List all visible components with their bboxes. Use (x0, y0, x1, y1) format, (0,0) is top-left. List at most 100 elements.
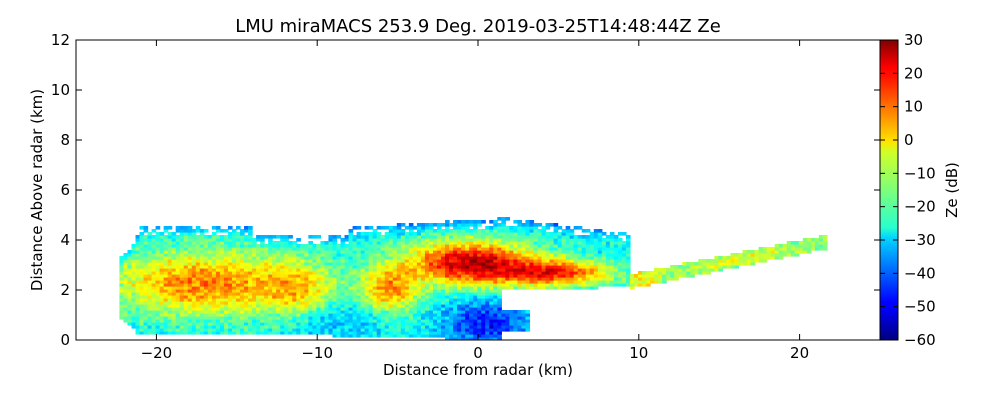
echo-cell (207, 313, 213, 317)
echo-cell (497, 235, 502, 239)
echo-cell (268, 244, 273, 248)
echo-cell (581, 250, 587, 254)
echo-cell (465, 286, 470, 290)
echo-cell (469, 256, 474, 260)
echo-cell (412, 238, 418, 242)
echo-cell (449, 247, 454, 251)
echo-cell (477, 316, 482, 320)
echo-cell (465, 277, 470, 281)
echo-cell (163, 280, 169, 284)
echo-cell (432, 304, 438, 308)
echo-cell (597, 268, 603, 272)
echo-cell (219, 253, 225, 257)
echo-cell (151, 286, 157, 290)
echo-cell (215, 292, 221, 296)
echo-cell (513, 244, 518, 248)
echo-cell (280, 277, 285, 281)
echo-cell (698, 259, 703, 263)
echo-cell (629, 280, 635, 284)
echo-cell (248, 304, 253, 308)
echo-cell (461, 271, 466, 275)
echo-cell (352, 286, 358, 290)
echo-cell (332, 241, 338, 245)
echo-cell (260, 271, 265, 275)
echo-cell (304, 247, 309, 251)
echo-cell (794, 250, 800, 254)
echo-cell (497, 223, 502, 227)
echo-cell (143, 298, 149, 302)
echo-cell (437, 250, 442, 254)
echo-cell (412, 301, 418, 305)
echo-cell (320, 256, 326, 260)
echo-cell (714, 268, 719, 272)
echo-cell (135, 277, 141, 281)
echo-cell (445, 334, 450, 338)
echo-cell (529, 256, 535, 260)
echo-cell (424, 283, 430, 287)
echo-cell (489, 271, 494, 275)
echo-cell (344, 301, 350, 305)
echo-cell (135, 316, 141, 320)
echo-cell (364, 310, 370, 314)
echo-cell (272, 280, 277, 284)
echo-cell (416, 319, 422, 323)
echo-cell (481, 247, 486, 251)
echo-cell (352, 325, 358, 329)
echo-cell (573, 259, 579, 263)
echo-cell (710, 259, 715, 263)
echo-cell (151, 241, 157, 245)
echo-cell (424, 292, 430, 296)
echo-cell (123, 307, 129, 311)
echo-cell (453, 223, 458, 227)
echo-cell (167, 247, 173, 251)
echo-cell (147, 262, 153, 266)
echo-cell (384, 286, 390, 290)
echo-cell (577, 253, 583, 257)
echo-cell (706, 265, 711, 269)
echo-cell (147, 250, 153, 254)
echo-cell (493, 298, 498, 302)
echo-cell (308, 322, 313, 326)
echo-cell (561, 277, 567, 281)
echo-cell (244, 295, 249, 299)
echo-cell (469, 325, 474, 329)
echo-cell (348, 319, 354, 323)
echo-cell (589, 238, 595, 242)
echo-cell (420, 226, 426, 230)
echo-cell (312, 262, 317, 266)
echo-cell (155, 265, 161, 269)
echo-cell (730, 259, 736, 263)
echo-cell (617, 238, 623, 242)
echo-cell (437, 334, 442, 338)
echo-cell (537, 241, 543, 245)
echo-cell (601, 250, 607, 254)
echo-cell (477, 268, 482, 272)
echo-cell (324, 304, 330, 308)
echo-cell (525, 319, 531, 323)
echo-cell (175, 262, 181, 266)
echo-cell (187, 274, 193, 278)
echo-cell (404, 250, 410, 254)
echo-cell (477, 241, 482, 245)
echo-cell (457, 295, 462, 299)
echo-cell (324, 331, 330, 335)
echo-cell (453, 229, 458, 233)
echo-cell (211, 235, 217, 239)
echo-cell (457, 247, 462, 251)
echo-cell (143, 280, 149, 284)
echo-cell (497, 283, 502, 287)
echo-cell (457, 310, 462, 314)
echo-cell (256, 331, 261, 335)
echo-cell (240, 331, 245, 335)
echo-cell (211, 262, 217, 266)
echo-cell (328, 298, 334, 302)
echo-cell (223, 238, 229, 242)
echo-cell (376, 322, 382, 326)
echo-cell (292, 325, 297, 329)
echo-cell (505, 235, 510, 239)
echo-cell (211, 226, 217, 230)
echo-cell (320, 289, 326, 293)
echo-cell (573, 283, 579, 287)
echo-cell (356, 301, 362, 305)
echo-cell (215, 253, 221, 257)
